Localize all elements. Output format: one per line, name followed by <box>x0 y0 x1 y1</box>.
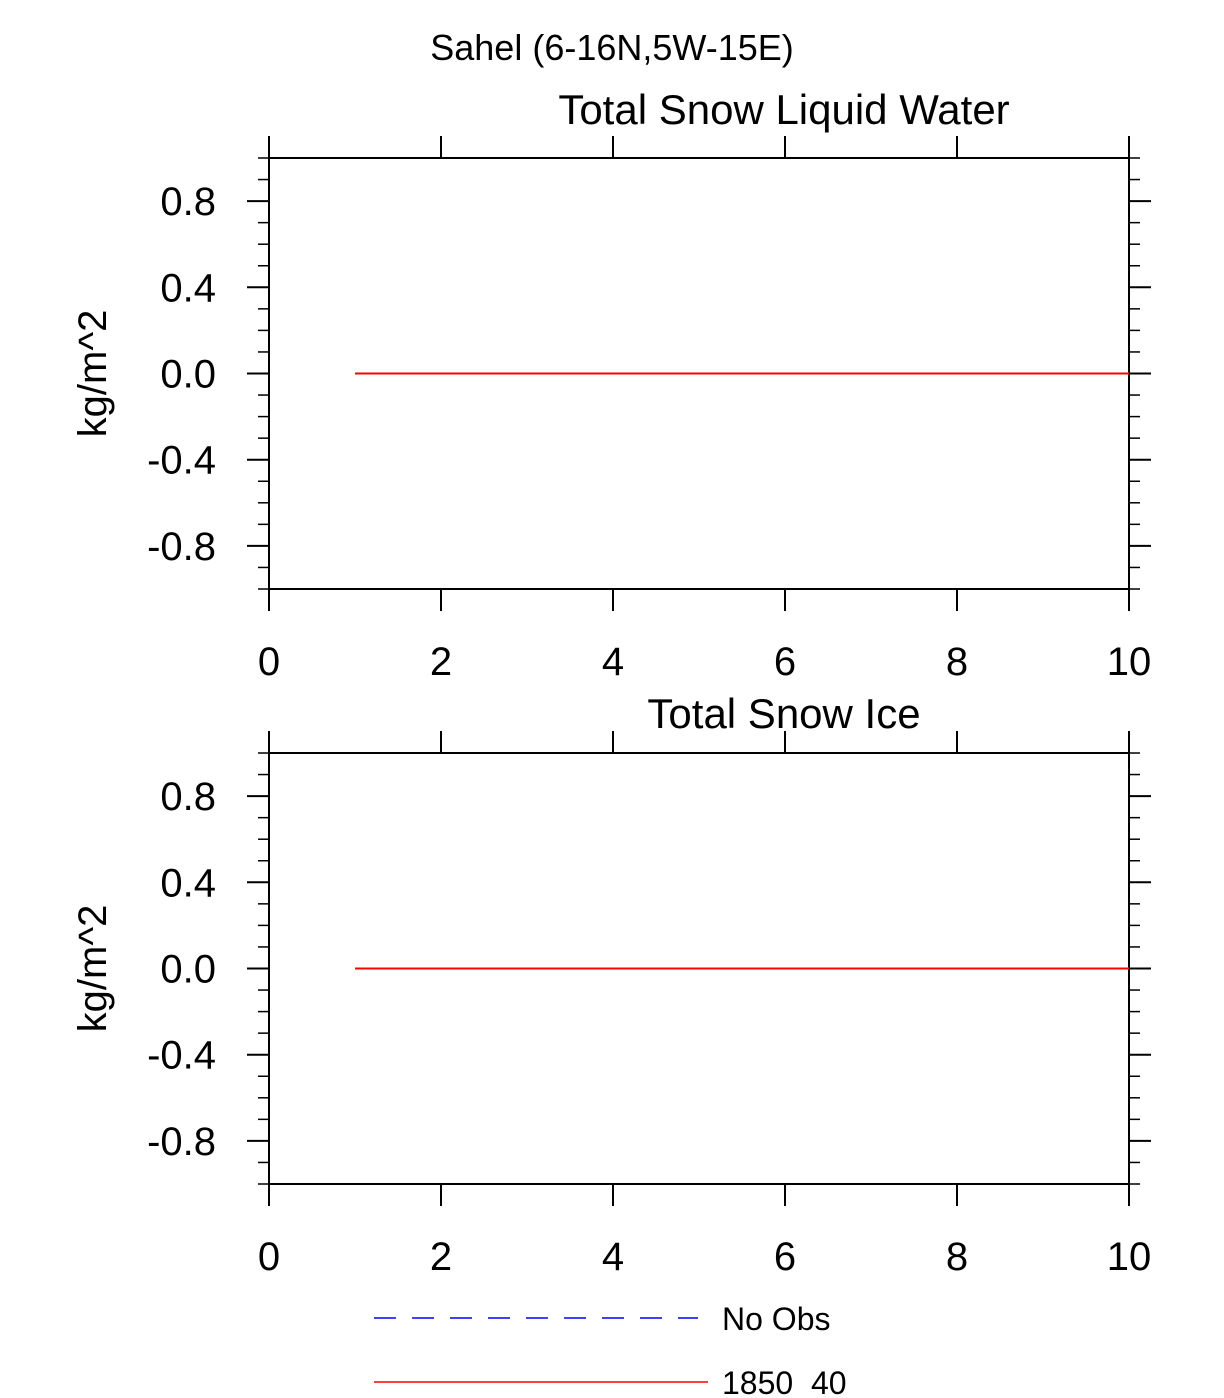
x-tick-label: 0 <box>258 1235 280 1279</box>
y-axis-label: kg/m^2 <box>71 905 115 1033</box>
chart-title: Total Snow Ice <box>647 690 920 737</box>
y-tick-label: 0.4 <box>160 861 216 905</box>
y-tick-label: 0.8 <box>160 775 216 819</box>
x-tick-label: 8 <box>946 1235 968 1279</box>
chart-panel-1: Total Snow Liquid Water 0 2 4 6 8 10 0.8 0.4 0.0 -… <box>71 86 1151 684</box>
x-tick-label: 4 <box>602 640 624 684</box>
x-tick-label: 2 <box>430 640 452 684</box>
chart-title: Total Snow Liquid Water <box>558 86 1009 133</box>
x-tick-label: 10 <box>1107 640 1152 684</box>
legend-label: No Obs <box>722 1301 830 1337</box>
figure-title: Sahel (6-16N,5W-15E) <box>430 27 794 68</box>
x-tick-label: 2 <box>430 1235 452 1279</box>
x-tick-label: 8 <box>946 640 968 684</box>
x-tick-label: 0 <box>258 640 280 684</box>
x-tick-label: 6 <box>774 1235 796 1279</box>
y-axis-label: kg/m^2 <box>71 310 115 438</box>
legend: No Obs 1850_40 <box>374 1301 847 1398</box>
y-tick-label: 0.0 <box>160 353 216 397</box>
y-tick-label: 0.0 <box>160 948 216 992</box>
y-tick-label: -0.4 <box>147 1034 216 1078</box>
y-tick-label: -0.4 <box>147 439 216 483</box>
x-tick-label: 10 <box>1107 1235 1152 1279</box>
x-tick-label: 4 <box>602 1235 624 1279</box>
y-tick-label: 0.4 <box>160 266 216 310</box>
y-tick-label: -0.8 <box>147 1120 216 1164</box>
y-tick-label: -0.8 <box>147 525 216 569</box>
chart-panel-2: Total Snow Ice 0 2 4 6 8 10 0.8 0.4 0.0 -0.4 -0.8 kg… <box>71 690 1151 1279</box>
x-tick-label: 6 <box>774 640 796 684</box>
y-tick-label: 0.8 <box>160 180 216 224</box>
legend-label: 1850_40 <box>722 1365 847 1398</box>
